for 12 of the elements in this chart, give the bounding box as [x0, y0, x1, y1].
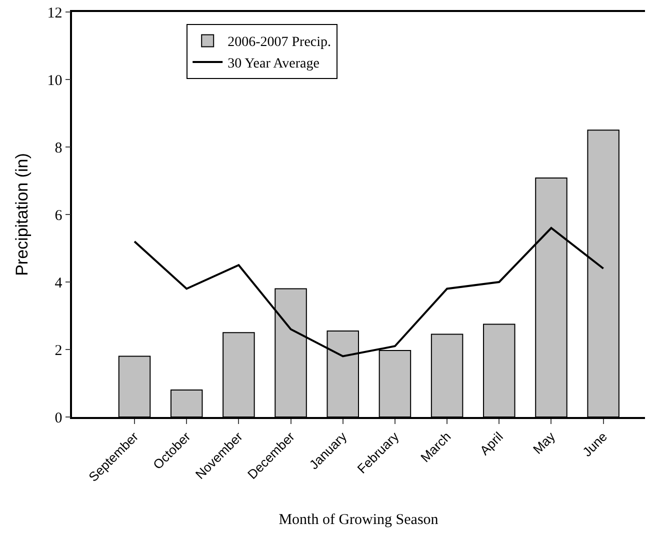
- x-axis-title: Month of Growing Season: [278, 512, 439, 528]
- y-tick-label: 0: [54, 410, 62, 426]
- y-tick-label: 6: [54, 208, 63, 224]
- y-tick-label: 8: [54, 140, 62, 156]
- y-tick-label: 2: [54, 342, 62, 359]
- y-tick-label: 12: [47, 5, 62, 22]
- x-tick-label: May: [530, 428, 558, 457]
- y-tick-label: 10: [47, 72, 62, 89]
- y-axis-title: Precipitation (in): [12, 153, 32, 276]
- legend-label: 30 Year Average: [228, 56, 320, 72]
- y-tick-label: 4: [54, 275, 63, 292]
- legend-label: 2006-2007 Precip.: [228, 35, 332, 50]
